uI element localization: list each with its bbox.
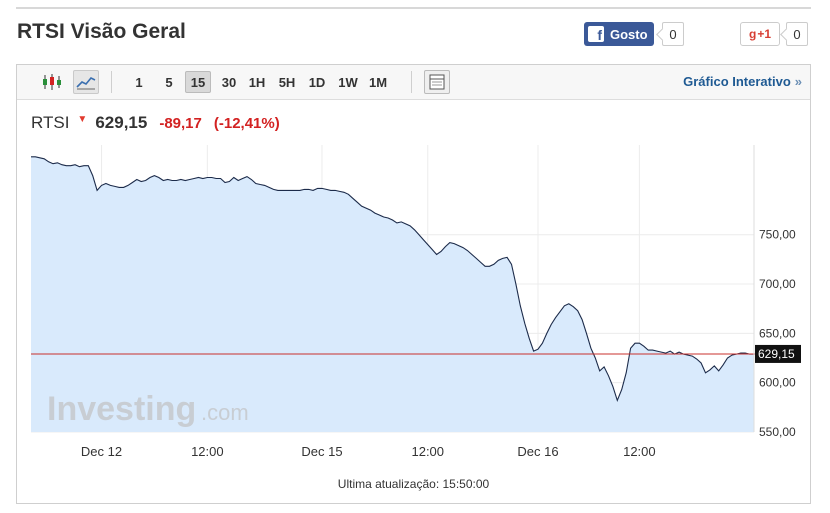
google-plus-button[interactable]: g +1 [740, 22, 780, 46]
x-tick-label: Dec 12 [81, 444, 122, 459]
timeframe-30-button[interactable]: 30 [221, 74, 237, 90]
quote-summary: RTSI ▼ 629,15 -89,17 (-12,41%) [31, 113, 280, 133]
facebook-icon: f [588, 26, 604, 42]
google-plus-label: +1 [757, 27, 772, 41]
facebook-like-button[interactable]: f Gosto [584, 22, 654, 46]
toolbar-divider [411, 71, 412, 93]
last-price-badge [755, 344, 801, 363]
down-arrow-icon: ▼ [77, 114, 88, 125]
last-update: Ultima atualização: 15:50:00 [337, 477, 490, 491]
timeframe-1w-button[interactable]: 1W [338, 74, 358, 90]
last-price-label: 629,15 [758, 347, 795, 361]
y-tick-label: 650,00 [759, 326, 796, 340]
google-plus-icon: g [748, 27, 757, 41]
chart-toolbar: 1 5 15 30 1H 5H 1D 1W 1M Gráfico Interativo» [17, 65, 810, 100]
x-tick-label: Dec 16 [517, 444, 558, 459]
x-tick-label: Dec 15 [301, 444, 342, 459]
timeframe-1m-button[interactable]: 1M [368, 74, 388, 90]
x-tick-label: 12:00 [191, 444, 224, 459]
page-title: RTSI Visão Geral [17, 20, 186, 43]
area-chart-icon[interactable] [73, 70, 99, 94]
timeframe-1d-button[interactable]: 1D [308, 74, 326, 90]
data-table-icon[interactable] [424, 70, 450, 94]
investing-watermark: Investing [47, 390, 196, 428]
timeframe-5-button[interactable]: 5 [165, 74, 173, 90]
y-tick-label: 700,00 [759, 277, 796, 291]
timeframe-5h-button[interactable]: 5H [278, 74, 296, 90]
y-tick-label: 600,00 [759, 376, 796, 390]
quote-price: 629,15 [95, 113, 148, 132]
price-line [31, 156, 754, 403]
facebook-like-count: 0 [662, 22, 684, 46]
y-tick-label: 550,00 [759, 425, 796, 439]
google-plus-count: 0 [786, 22, 808, 46]
price-area [31, 156, 754, 433]
x-tick-label: 12:00 [623, 444, 656, 459]
quote-change-percent: (-12,41%) [213, 115, 280, 132]
toolbar-divider [111, 71, 112, 93]
quote-change: -89,17 [159, 115, 202, 132]
facebook-like-label: Gosto [610, 26, 648, 42]
chevron-right-icon: » [794, 74, 802, 89]
interactive-chart-label: Gráfico Interativo [683, 74, 791, 89]
quote-symbol: RTSI [31, 113, 70, 132]
candlestick-chart-icon[interactable] [39, 70, 65, 94]
investing-watermark-suffix: .com [201, 400, 249, 425]
y-tick-label: 750,00 [759, 228, 796, 242]
timeframe-15-button[interactable]: 15 [185, 71, 211, 93]
chart-panel: 1 5 15 30 1H 5H 1D 1W 1M Gráfico Interativo» RTS… [16, 64, 811, 504]
timeframe-1h-button[interactable]: 1H [248, 74, 266, 90]
interactive-chart-link[interactable]: Gráfico Interativo» [683, 74, 802, 89]
top-divider [16, 7, 811, 9]
price-chart: Investing .com 550,00 600,00 650,00 700,00 750… [31, 145, 801, 459]
timeframe-1-button[interactable]: 1 [135, 74, 143, 90]
x-tick-label: 12:00 [411, 444, 444, 459]
